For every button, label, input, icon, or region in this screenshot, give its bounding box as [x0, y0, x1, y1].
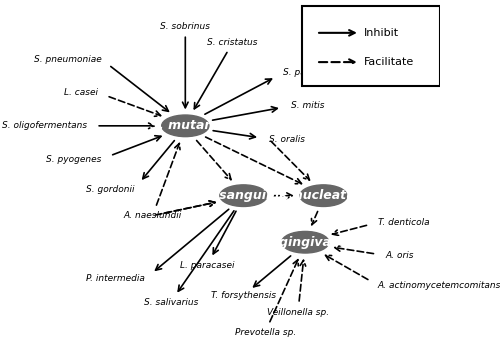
Text: F. nucleatum: F. nucleatum [279, 189, 368, 202]
Text: A. actinomycetemcomitans: A. actinomycetemcomitans [378, 281, 500, 290]
Text: S. sanguinis: S. sanguinis [200, 189, 286, 202]
Ellipse shape [162, 115, 209, 137]
Text: S. pyogenes: S. pyogenes [46, 155, 102, 164]
Text: Facilitate: Facilitate [364, 57, 414, 67]
Text: S. oligofermentans: S. oligofermentans [2, 121, 87, 130]
Text: S. parasanguinis: S. parasanguinis [284, 68, 358, 77]
Ellipse shape [300, 185, 347, 206]
Text: T. forsythensis: T. forsythensis [211, 291, 276, 300]
Text: S. salivarius: S. salivarius [144, 298, 198, 307]
Text: S. sobrinus: S. sobrinus [160, 21, 210, 31]
Text: S. oralis: S. oralis [269, 135, 305, 143]
Text: S. gordonii: S. gordonii [86, 185, 134, 193]
Text: Prevotella sp.: Prevotella sp. [234, 327, 296, 337]
FancyBboxPatch shape [302, 6, 440, 86]
Text: S. mutans: S. mutans [150, 119, 220, 132]
Text: S. cristatus: S. cristatus [208, 38, 258, 47]
Ellipse shape [282, 232, 329, 253]
Text: P. intermedia: P. intermedia [86, 274, 146, 283]
Text: Veillonella sp.: Veillonella sp. [267, 308, 329, 317]
Text: Inhibit: Inhibit [364, 28, 398, 38]
Text: T. denticola: T. denticola [378, 218, 430, 227]
Ellipse shape [220, 185, 267, 206]
Text: A. naeslundii: A. naeslundii [124, 211, 182, 220]
Text: P. gingivalis: P. gingivalis [264, 236, 346, 249]
Text: L. casei: L. casei [64, 88, 98, 97]
Text: A. oris: A. oris [385, 251, 414, 260]
Text: L. paracasei: L. paracasei [180, 261, 234, 270]
Text: S. pneumoniae: S. pneumoniae [34, 55, 102, 64]
Text: S. mitis: S. mitis [290, 101, 324, 110]
